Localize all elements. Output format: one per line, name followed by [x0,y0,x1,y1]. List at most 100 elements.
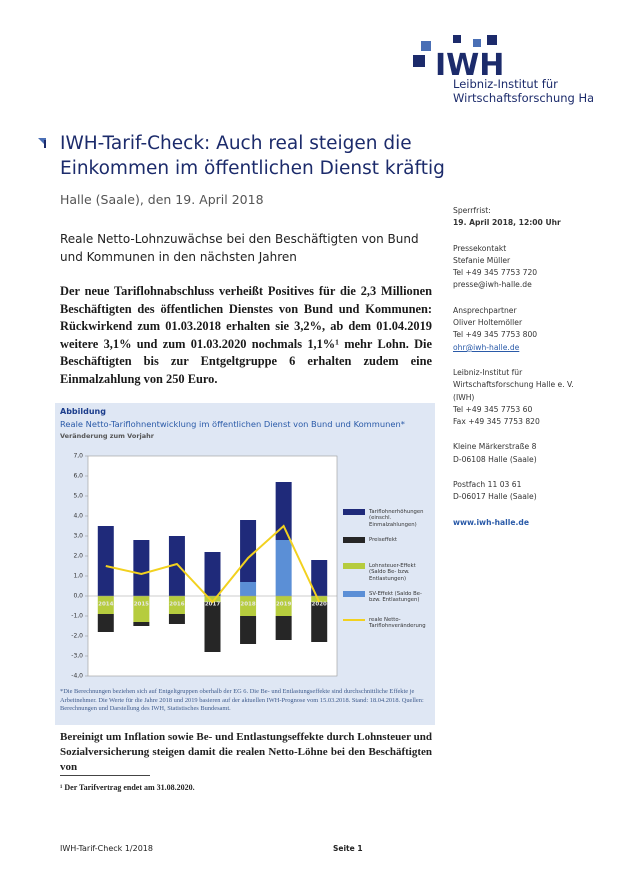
bar-segment [168,614,185,624]
logo-square [413,55,425,67]
bar-segment [133,596,150,622]
y-tick-label: -4,0 [71,673,83,680]
legend-label: Lohnsteuer-Effekt (Saldo Be- bzw. Entlas… [369,563,416,582]
x-tick-label: 2015 [134,602,149,608]
sidebar-line: D-06017 Halle (Saale) [453,492,537,502]
subtitle: Reale Netto-Lohnzuwächse bei den Beschäf… [60,232,419,246]
x-tick-label: 2014 [98,602,113,608]
logo: IWH Leibniz-Institut für Wirtschaftsfors… [413,35,593,105]
y-tick-label: 1,0 [73,573,83,580]
bar-segment [240,596,257,616]
footer-left: IWH-Tarif-Check 1/2018 [60,844,153,853]
legend-swatch [343,509,365,515]
bar-segment [240,520,257,582]
bar-segment [311,602,328,642]
title: Einkommen im öffentlichen Dienst kräftig [60,158,445,179]
sidebar-line: Tel +49 345 7753 800 [453,330,538,340]
sidebar-line: Postfach 11 03 61 [453,480,522,490]
x-tick-label: 2020 [312,602,327,608]
bar-segment [240,582,257,596]
bar-segment [168,536,185,596]
legend-swatch [343,537,365,543]
bar-segment [168,596,185,614]
legend-swatch [343,591,365,597]
sidebar-line: Wirtschaftsforschung Halle e. V. [453,380,574,390]
x-tick-label: 2016 [169,602,184,608]
bar-segment [275,482,292,540]
footnote: ¹ Der Tarifvertrag endet am 31.08.2020. [60,783,195,792]
dateline: Halle (Saale), den 19. April 2018 [60,192,264,207]
sidebar-line: Ansprechpartner [453,305,517,315]
x-tick-label: 2017 [205,602,220,608]
title-icon [38,138,46,148]
line-series [105,524,321,604]
title: IWH-Tarif-Check: Auch real steigen die [60,133,412,154]
logo-square [453,35,461,43]
bar-segment [275,616,292,640]
legend-label: Preiseffekt [369,537,397,543]
bar-segment [311,596,328,602]
bar-segment [275,596,292,616]
legend-swatch [343,563,365,569]
sidebar-line: Tel +49 345 7753 720 [453,268,538,278]
sidebar-line: Tel +49 345 7753 60 [453,404,533,414]
y-tick-label: 6,0 [73,473,83,480]
sidebar-line: Sperrfrist: [453,206,491,215]
legend-label: SV-Effekt (Saldo Be- bzw. Entlastungen) [369,591,422,604]
sidebar-group: Leibniz-Institut für Wirtschaftsforschung… [453,367,613,428]
sidebar-group: Sperrfrist: 19. April 2018, 12:00 Uhr [453,205,613,230]
y-tick-label: 7,0 [73,453,83,460]
bar-segment [204,596,221,602]
logo-square [421,41,431,51]
bar-segment [275,540,292,596]
sidebar-line: Fax +49 345 7753 820 [453,417,540,427]
logo-square [487,35,497,45]
footnote-rule [60,775,150,776]
bar-segment [204,602,221,652]
sidebar-line: Oliver Holtemöller [453,318,523,328]
y-tick-label: 5,0 [73,493,83,500]
sidebar-line: 19. April 2018, 12:00 Uhr [453,218,561,228]
sidebar-line: ohr@iwh-halle.de [453,342,520,352]
bar-segment [204,552,221,596]
bar-segment [240,616,257,644]
logo-square [473,39,481,47]
sidebar-group: Ansprechpartner Oliver Holtemöller Tel +49… [453,305,613,354]
figure: Abbildung Reale Netto-Tariflohnentwicklu… [55,403,435,725]
bar-segment [133,622,150,626]
legend-label: reale Netto-Tariflohnveränderung [369,617,426,630]
logo-text: IWH [435,48,504,83]
sidebar-line: www.iwh-halle.de [453,517,529,527]
legend-label: Tariflohnerhöhungen (einschl. Einmalzahl… [369,509,424,528]
figure-unit: Veränderung zum Vorjahr [60,432,154,440]
sidebar-line: D-06108 Halle (Saale) [453,454,537,464]
sidebar-line: presse@iwh-halle.de [453,280,532,290]
bar-segment [311,560,328,596]
y-tick-label: 0,0 [73,593,83,600]
bar-segment [97,596,114,614]
sidebar: Sperrfrist: 19. April 2018, 12:00 Uhr Pres… [453,205,613,542]
chart: -4,0 -3,0 -2,0 -1,0 0,0 1,0 2,0 3,0 4,0 5,0 6,0 7,0… [71,453,338,680]
subtitle: und Kommunen in den nächsten Jahren [60,250,297,264]
institute: Wirtschaftsforschung Halle [453,91,593,105]
lead: Der neue Tariflohnabschluss verheißt Pos… [60,284,432,386]
x-tick-label: 2018 [240,602,255,608]
y-tick-label: -1,0 [71,613,83,620]
figure-title: Reale Netto-Tariflohnentwicklung im öffe… [60,419,405,429]
legend-swatch [343,619,365,621]
sidebar-line: (IWH) [453,392,475,402]
body-text: Bereinigt um Inflation sowie Be- und Ent… [60,731,432,773]
sidebar-line: Kleine Märkerstraße 8 [453,442,537,452]
figure-label: Abbildung [60,407,106,416]
sidebar-line: Stefanie Müller [453,255,511,265]
bar-segment [97,526,114,596]
y-tick-label: -2,0 [71,633,83,640]
page-number: Seite 1 [333,844,363,853]
sidebar-group: Pressekontakt Stefanie Müller Tel +49 345 … [453,243,613,292]
sidebar-group: Postfach 11 03 61 D-06017 Halle (Saale) [453,479,613,504]
sidebar-group: Kleine Märkerstraße 8 D-06108 Halle (Saal… [453,441,613,466]
y-tick-label: 4,0 [73,513,83,520]
bar-segment [133,540,150,596]
y-tick-label: 3,0 [73,533,83,540]
